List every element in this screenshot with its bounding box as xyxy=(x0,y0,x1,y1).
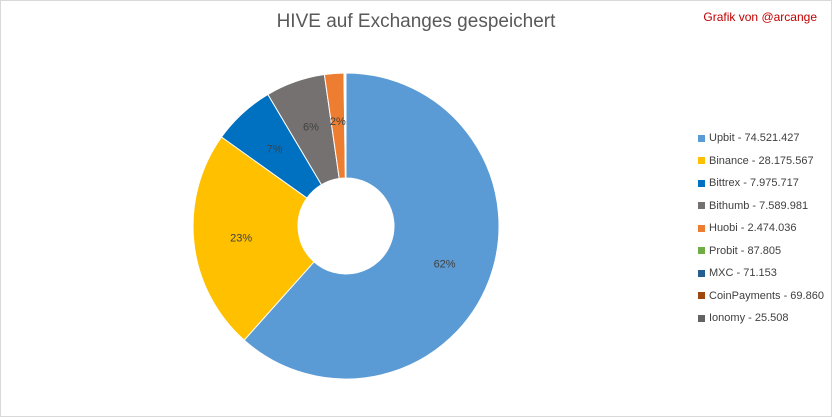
percent-label-1: 23% xyxy=(230,233,252,245)
legend-label-1: Binance - 28.175.567 xyxy=(709,154,814,167)
legend-label-0: Upbit - 74.521.427 xyxy=(709,132,800,145)
legend-swatch-7 xyxy=(698,292,705,300)
legend-item-4: Huobi - 2.474.036 xyxy=(698,217,824,240)
legend-item-1: Binance - 28.175.567 xyxy=(698,150,824,173)
legend-item-0: Upbit - 74.521.427 xyxy=(698,127,824,150)
legend-label-2: Bittrex - 7.975.717 xyxy=(709,177,799,190)
legend-item-3: Bithumb - 7.589.981 xyxy=(698,195,824,218)
legend-swatch-0 xyxy=(698,134,705,142)
percent-label-2: 7% xyxy=(267,143,283,155)
legend-label-3: Bithumb - 7.589.981 xyxy=(709,199,809,212)
legend-swatch-1 xyxy=(698,157,705,165)
percent-label-3: 6% xyxy=(303,121,319,133)
pie-slice-0 xyxy=(243,72,500,380)
percent-label-0: 62% xyxy=(434,259,456,271)
legend-swatch-6 xyxy=(698,269,705,277)
legend-swatch-2 xyxy=(698,179,705,187)
legend-label-4: Huobi - 2.474.036 xyxy=(709,222,797,235)
legend-item-8: Ionomy - 25.508 xyxy=(698,307,824,330)
legend-item-5: Probit - 87.805 xyxy=(698,240,824,263)
chart-title: HIVE auf Exchanges gespeichert xyxy=(276,11,556,32)
legend-item-7: CoinPayments - 69.860 xyxy=(698,285,824,308)
legend-label-8: Ionomy - 25.508 xyxy=(709,312,789,325)
legend-swatch-4 xyxy=(698,224,705,232)
legend-item-2: Bittrex - 7.975.717 xyxy=(698,172,824,195)
legend-swatch-5 xyxy=(698,247,705,255)
legend-item-6: MXC - 71.153 xyxy=(698,262,824,285)
legend-swatch-8 xyxy=(698,314,705,322)
legend-label-7: CoinPayments - 69.860 xyxy=(709,289,824,302)
legend-label-6: MXC - 71.153 xyxy=(709,267,777,280)
legend: Upbit - 74.521.427 Binance - 28.175.567 Bi… xyxy=(698,127,824,330)
credit-label: Grafik von @arcange xyxy=(703,10,817,24)
pie-slice-1 xyxy=(192,136,315,341)
slice-group xyxy=(192,72,500,380)
percent-label-group: 62% 23% 7% 6% 2% xyxy=(230,116,456,271)
legend-swatch-3 xyxy=(698,202,705,210)
percent-label-4: 2% xyxy=(330,116,346,128)
legend-label-5: Probit - 87.805 xyxy=(709,244,782,257)
